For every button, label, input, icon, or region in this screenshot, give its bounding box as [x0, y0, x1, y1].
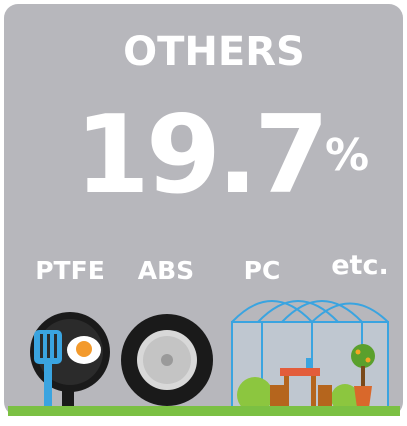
page: OTHERS 19.7 % PTFE ABS PC etc. — [0, 0, 407, 422]
share-value: 19.7 — [75, 93, 325, 218]
tire-icon — [121, 314, 213, 406]
title: OTHERS — [123, 29, 305, 75]
material-label: PC — [244, 256, 281, 285]
material-label: ABS — [138, 256, 194, 285]
card: OTHERS 19.7 % PTFE ABS PC etc. — [0, 0, 407, 422]
material-label: etc. — [331, 250, 388, 281]
material-label: PTFE — [35, 256, 105, 285]
share-unit: % — [325, 130, 369, 181]
grass — [8, 406, 400, 416]
